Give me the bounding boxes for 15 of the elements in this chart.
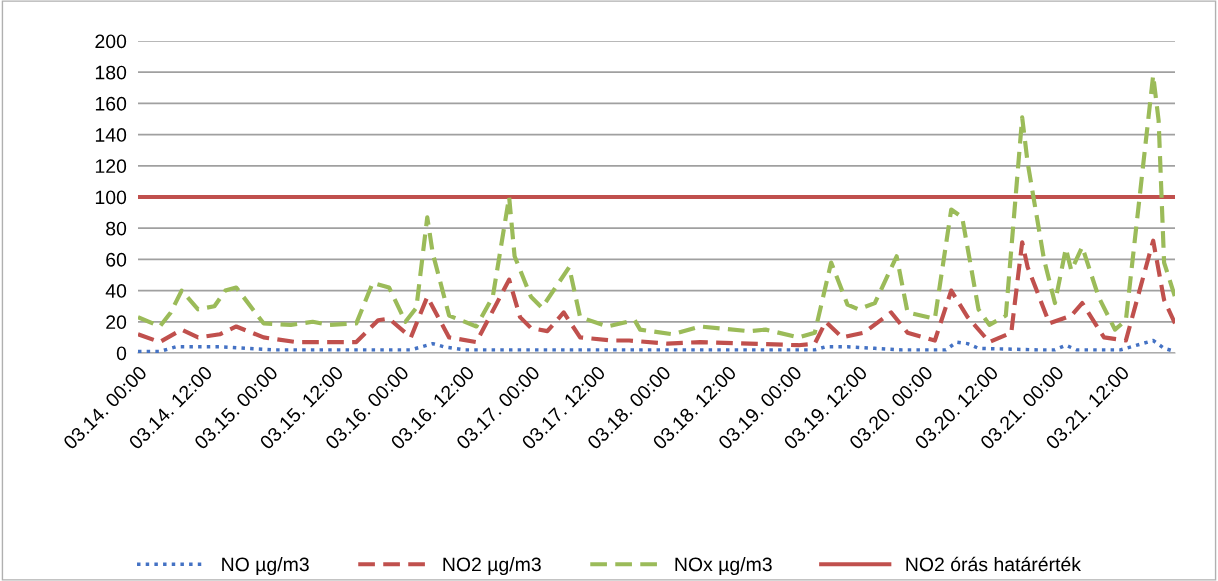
legend-label: NOx µg/m3 xyxy=(675,556,772,576)
y-tick-label: 140 xyxy=(95,128,127,142)
y-tick-label: 180 xyxy=(95,65,127,80)
y-tick-label: 20 xyxy=(106,315,127,330)
y-tick-label: 100 xyxy=(95,190,127,205)
y-tick-label: 0 xyxy=(116,346,127,361)
legend-label: NO2 órás határérték xyxy=(906,556,1082,572)
y-tick-label: 200 xyxy=(95,34,127,49)
legend-label: NO µg/m3 xyxy=(222,556,309,576)
y-tick-label: 80 xyxy=(106,221,127,236)
legend-label: NO2 µg/m3 xyxy=(443,556,541,576)
y-tick-label: 60 xyxy=(106,252,127,267)
y-tick-label: 120 xyxy=(95,159,127,174)
y-tick-label: 160 xyxy=(95,96,127,111)
y-tick-label: 40 xyxy=(105,284,127,298)
